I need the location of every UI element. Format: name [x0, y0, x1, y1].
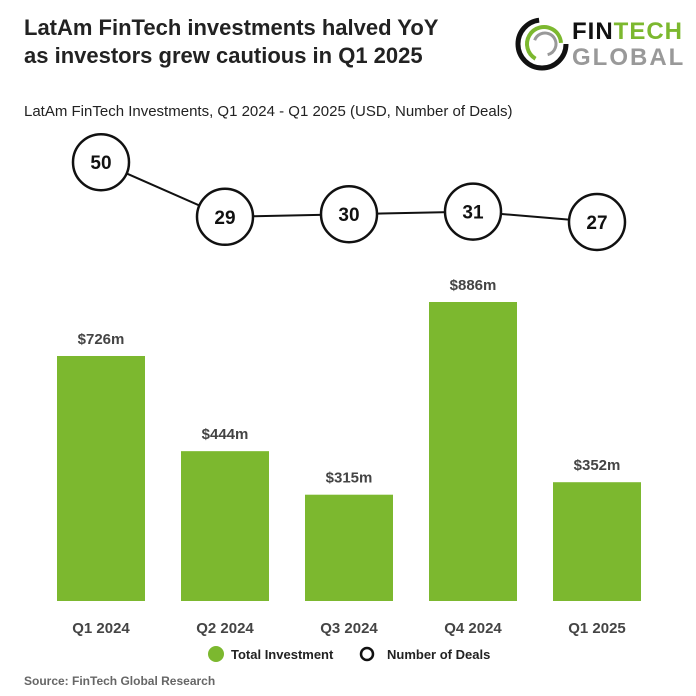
x-tick-label: Q1 2025 — [568, 620, 626, 637]
logo-word-global: GLOBAL — [572, 44, 686, 71]
deals-value-label: 31 — [462, 203, 484, 224]
x-tick-label: Q1 2024 — [72, 620, 130, 637]
bar-q2-2024 — [181, 451, 269, 601]
title-line-2: as investors grew cautious in Q1 2025 — [24, 43, 423, 68]
fintech-global-logo: FINTECH GLOBAL — [514, 16, 684, 72]
page-title: LatAm FinTech investments halved YoY as … — [24, 14, 484, 70]
legend-deals-swatch — [359, 646, 375, 662]
chart-subtitle: LatAm FinTech Investments, Q1 2024 - Q1 … — [24, 103, 513, 120]
deals-marker — [71, 132, 131, 192]
legend-label-investment: Total Investment — [231, 647, 334, 662]
bar-value-label: $352m — [574, 457, 621, 474]
x-tick-label: Q2 2024 — [196, 620, 254, 637]
bar-value-label: $315m — [326, 470, 373, 487]
bar-value-label: $886m — [450, 277, 497, 294]
deals-marker — [443, 182, 503, 241]
title-line-1: LatAm FinTech investments halved YoY — [24, 15, 439, 40]
deals-marker — [195, 187, 255, 247]
deals-value-label: 27 — [586, 213, 607, 234]
bar-q1-2024 — [57, 355, 145, 601]
bar-value-label: $444m — [202, 426, 249, 443]
bar-q1-2025 — [553, 482, 641, 601]
deals-marker — [567, 192, 627, 252]
deals-value-label: 29 — [214, 208, 235, 229]
bar-q3-2024 — [305, 494, 393, 601]
x-tick-label: Q4 2024 — [444, 620, 502, 637]
deals-marker — [319, 184, 379, 244]
x-tick-label: Q3 2024 — [320, 620, 378, 637]
logo-ring-icon — [515, 17, 569, 71]
source-note: Source: FinTech Global Research — [24, 674, 216, 688]
deals-value-label: 30 — [338, 205, 359, 226]
bar-value-label: $726m — [78, 331, 125, 348]
legend-label-deals: Number of Deals — [387, 647, 490, 662]
legend-bar-swatch — [208, 646, 224, 662]
deals-value-label: 50 — [90, 153, 111, 174]
bar-q4-2024 — [429, 302, 517, 601]
